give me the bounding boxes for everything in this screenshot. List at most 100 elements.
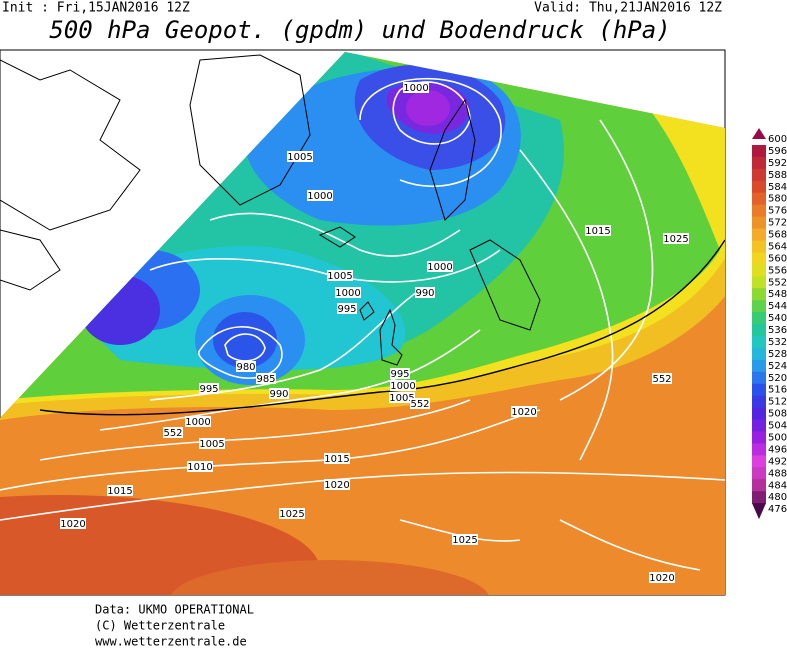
colorbar-swatch xyxy=(752,156,766,170)
colorbar-swatch xyxy=(752,228,766,241)
colorbar-label: 488 xyxy=(768,468,787,479)
contour-label: 1005 xyxy=(389,393,414,404)
colorbar-swatch xyxy=(752,336,766,349)
colorbar: 6005965925885845805765725685645605565525… xyxy=(752,128,787,520)
colorbar-swatch xyxy=(752,324,766,337)
colorbar-swatch xyxy=(752,276,766,289)
contour-label: 1000 xyxy=(307,191,332,202)
contour-label-bg xyxy=(107,485,133,496)
contour-label: 1015 xyxy=(107,486,132,497)
colorbar-swatch xyxy=(752,312,766,325)
valid-time: Valid: Thu,21JAN2016 12Z xyxy=(534,1,722,16)
colorbar-label: 500 xyxy=(768,433,787,444)
contour-label-bg xyxy=(652,373,672,384)
colorbar-label: 536 xyxy=(768,325,787,336)
contour-label-bg xyxy=(663,233,689,244)
colorbar-label: 544 xyxy=(768,301,787,312)
colorbar-swatch xyxy=(752,407,766,421)
colorbar-label: 476 xyxy=(768,504,787,515)
colorbar-label: 556 xyxy=(768,265,787,276)
contour-label: 1015 xyxy=(585,226,610,237)
colorbar-swatch xyxy=(752,491,766,504)
colorbar-swatch xyxy=(752,359,766,373)
colorbar-swatch xyxy=(752,455,766,468)
contour-label: 552 xyxy=(163,428,182,439)
contour-label-bg xyxy=(269,388,289,399)
colorbar-label: 528 xyxy=(768,349,787,360)
colorbar-swatch xyxy=(752,204,766,218)
contour-label: 1020 xyxy=(324,480,349,491)
contour-label: 1025 xyxy=(279,509,304,520)
colorbar-label: 572 xyxy=(768,218,787,229)
colorbar-swatch xyxy=(752,443,766,456)
colorbar-swatch xyxy=(752,300,766,313)
contour-label: 1005 xyxy=(199,439,224,450)
contour-label: 990 xyxy=(269,389,288,400)
contour-label-bg xyxy=(287,151,313,162)
contour-label-bg xyxy=(256,373,276,384)
contour-label-bg xyxy=(585,225,611,236)
colorbar-label: 548 xyxy=(768,289,787,300)
contour-label: 1015 xyxy=(324,454,349,465)
contour-label-bg xyxy=(199,438,225,449)
colorbar-swatch xyxy=(752,395,766,409)
colorbar-swatch xyxy=(752,180,766,194)
contour-label: 1005 xyxy=(327,271,352,282)
contour-label-bg xyxy=(427,261,453,272)
colorbar-label: 520 xyxy=(768,373,787,384)
colorbar-swatch xyxy=(752,192,766,206)
contour-label-bg xyxy=(279,508,305,519)
colorbar-label: 576 xyxy=(768,206,787,217)
colorbar-label: 564 xyxy=(768,241,787,252)
contour-label-bg xyxy=(187,461,213,472)
contour-label-bg xyxy=(60,518,86,529)
colorbar-swatch xyxy=(752,144,766,158)
contour-label: 1025 xyxy=(663,234,688,245)
contour-label: 1020 xyxy=(60,519,85,530)
contour-label-bg xyxy=(236,361,256,372)
colorbar-label: 580 xyxy=(768,194,787,205)
contour-label: 552 xyxy=(652,374,671,385)
contour-label: 995 xyxy=(199,384,218,395)
coastline xyxy=(0,54,311,291)
colorbar-label: 504 xyxy=(768,421,787,432)
colorbar-swatch xyxy=(752,252,766,265)
contour-label: 1000 xyxy=(335,288,360,299)
colorbar-swatch xyxy=(752,419,766,433)
colorbar-label: 540 xyxy=(768,313,787,324)
contour-label-bg xyxy=(390,368,410,379)
contour-label-bg xyxy=(403,82,429,93)
colorbar-cap xyxy=(752,503,766,520)
colorbar-label: 492 xyxy=(768,456,787,467)
colorbar-label: 532 xyxy=(768,337,787,348)
colorbar-label: 568 xyxy=(768,230,787,241)
colorbar-label: 516 xyxy=(768,385,787,396)
colorbar-swatch xyxy=(752,467,766,480)
field xyxy=(0,52,725,595)
contour-label-bg xyxy=(389,392,415,403)
footer-url: www.wetterzentrale.de xyxy=(95,635,247,647)
contour-label-bg xyxy=(185,416,211,427)
colorbar-label: 512 xyxy=(768,397,787,408)
contour-label-bg xyxy=(337,303,357,314)
colorbar-swatch xyxy=(752,479,766,492)
contour-label-bg xyxy=(410,398,430,409)
contour-label-bg xyxy=(163,427,183,438)
colorbar-label: 600 xyxy=(768,134,787,145)
contour-label-bg xyxy=(649,572,675,583)
colorbar-label: 508 xyxy=(768,409,787,420)
contour-label: 1025 xyxy=(452,535,477,546)
contour-label: 1000 xyxy=(403,83,428,94)
colorbar-swatch xyxy=(752,431,766,444)
contour-label: 980 xyxy=(236,362,255,373)
contour-label-bg xyxy=(511,406,537,417)
colorbar-label: 480 xyxy=(768,492,787,503)
colorbar-swatch xyxy=(752,216,766,230)
colorbar-label: 496 xyxy=(768,444,787,455)
colorbar-label: 560 xyxy=(768,253,787,264)
colorbar-swatch xyxy=(752,347,766,361)
contour-label-bg xyxy=(324,453,350,464)
contour-label: 552 xyxy=(410,399,429,410)
